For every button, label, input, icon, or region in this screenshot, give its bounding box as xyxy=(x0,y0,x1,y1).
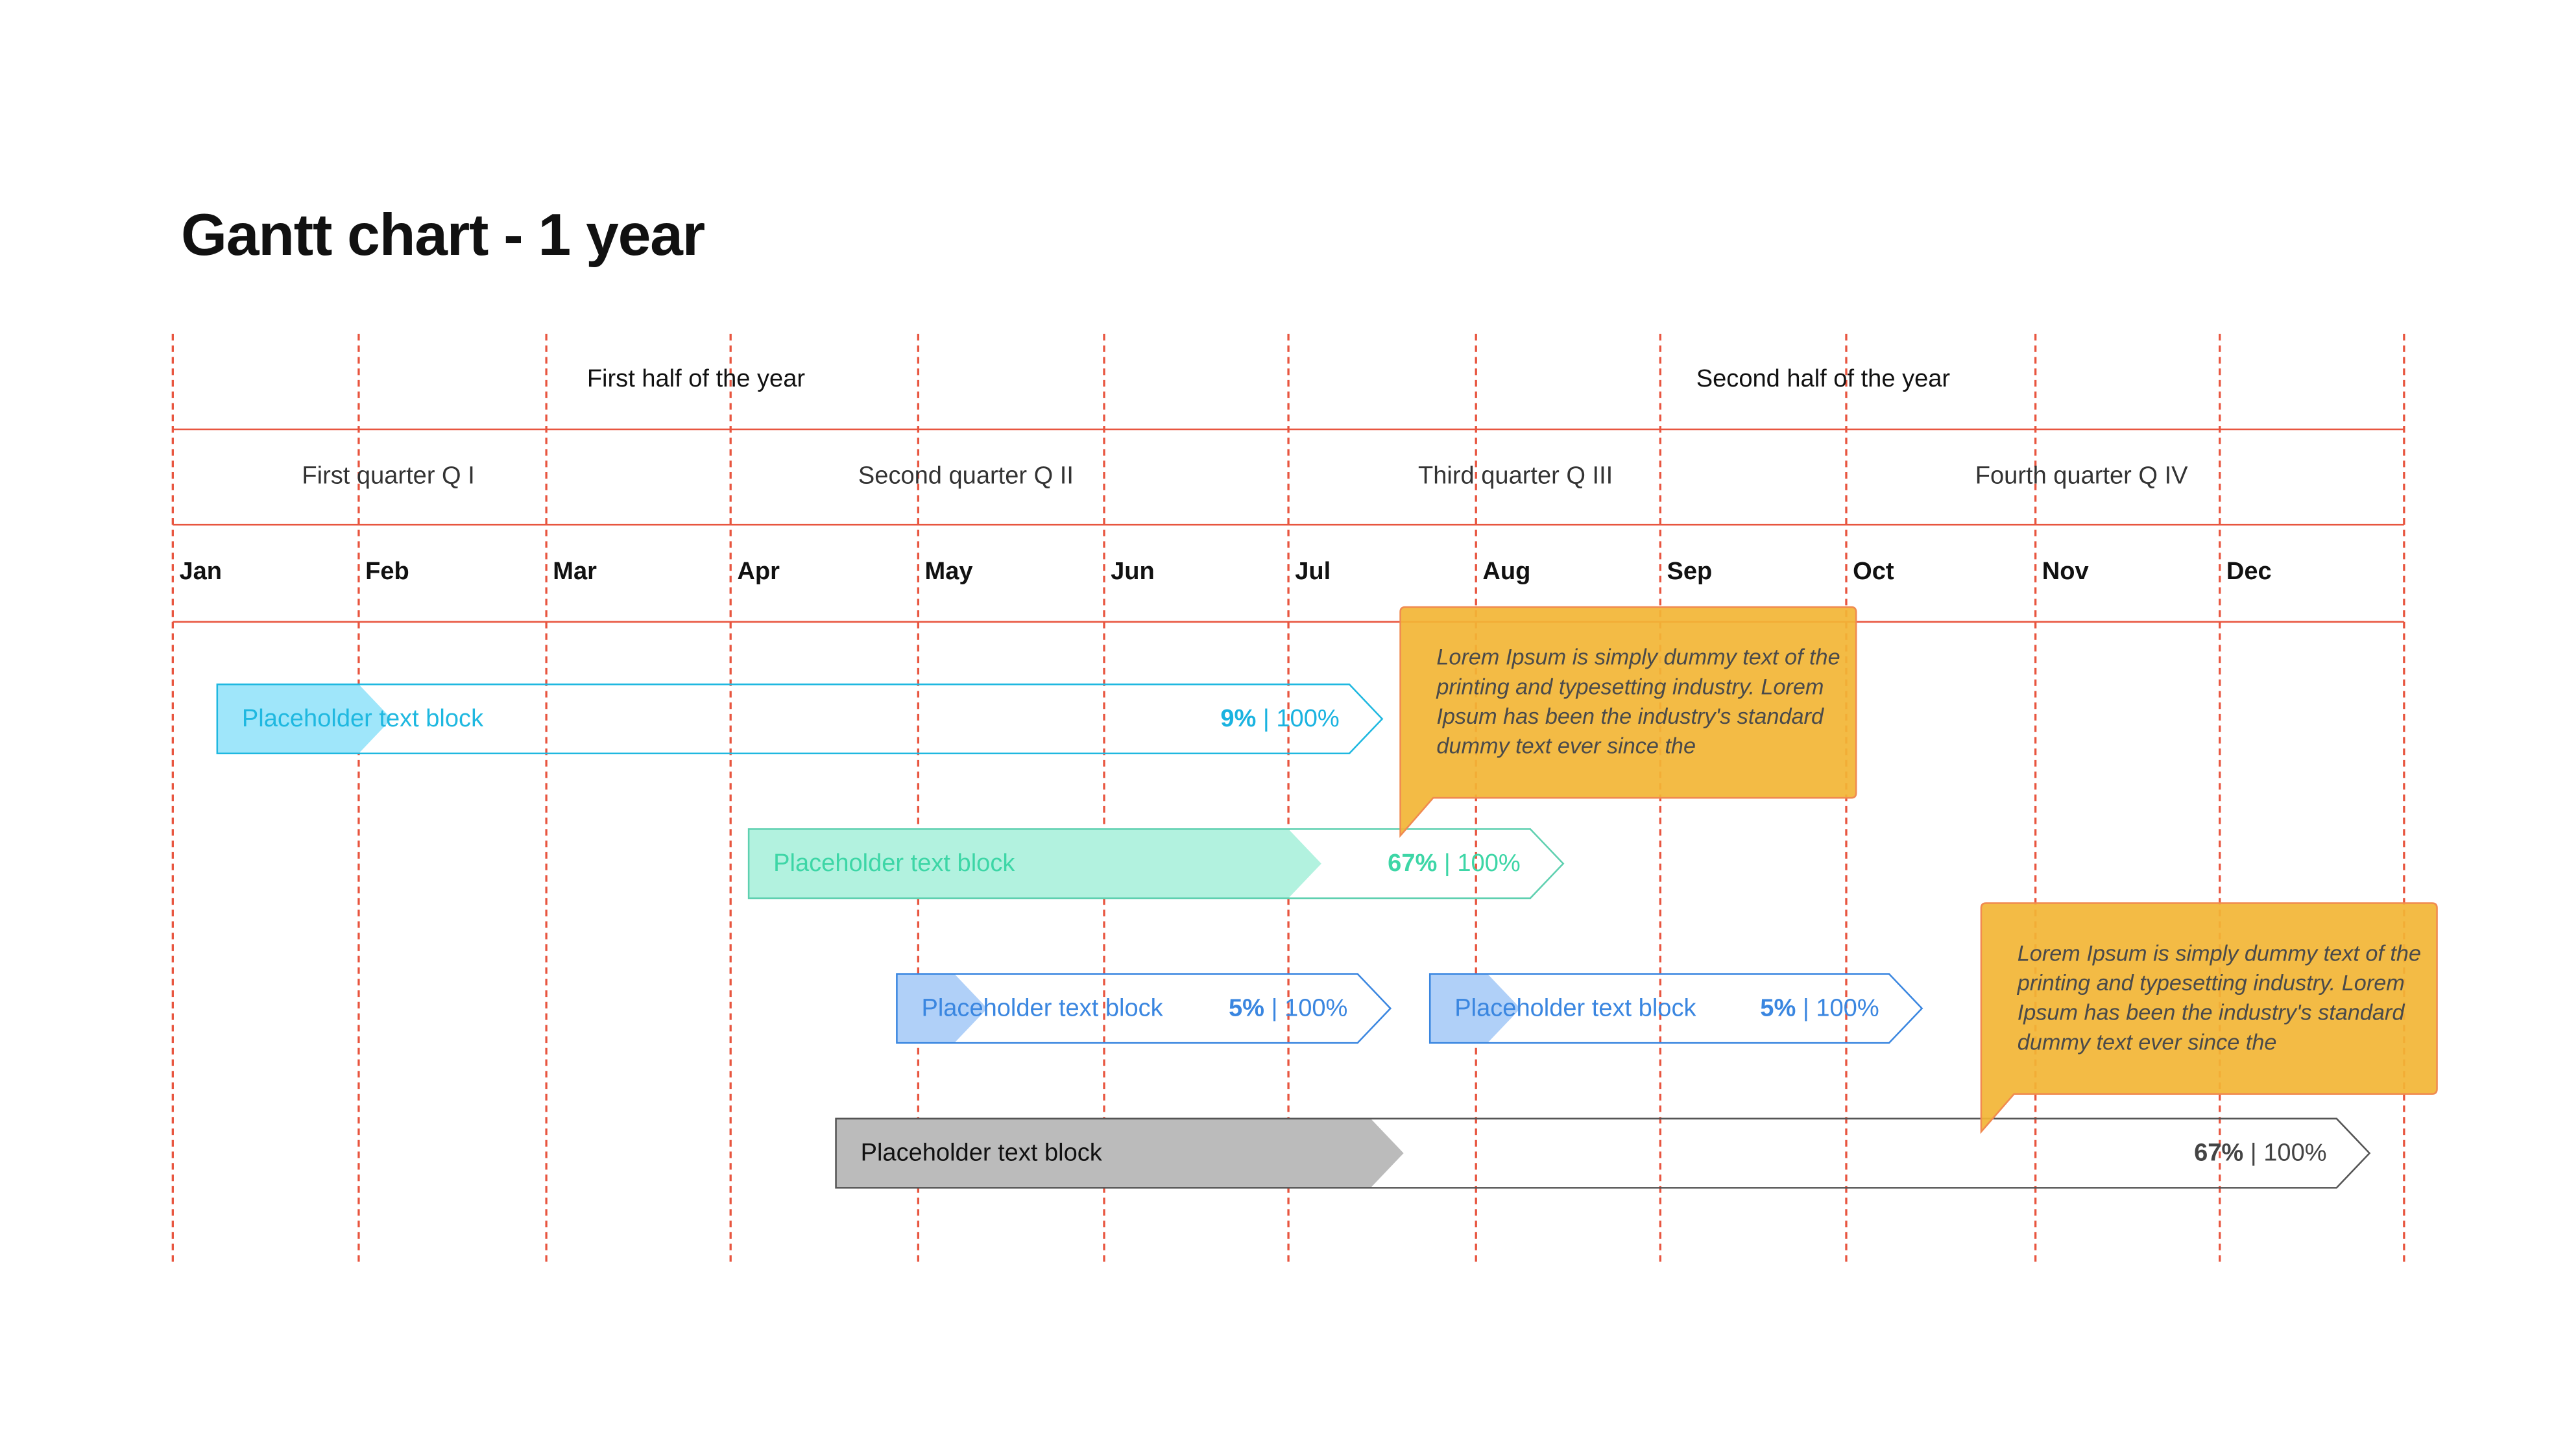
task-bar-outline xyxy=(835,1117,2371,1189)
separator: | xyxy=(2243,1139,2264,1167)
callout-text-2: Lorem Ipsum is simply dummy text of the … xyxy=(2017,940,2422,1055)
progress-total: 100% xyxy=(1284,994,1348,1023)
quarter-label-1: First quarter Q I xyxy=(302,462,475,490)
progress-total: 100% xyxy=(1816,994,1879,1023)
month-label-feb: Feb xyxy=(365,557,409,586)
half-label-1: First half of the year xyxy=(586,365,806,394)
task-progress: 67% | 100% xyxy=(1388,850,1521,877)
month-label-nov: Nov xyxy=(2042,557,2089,586)
month-label-may: May xyxy=(924,557,973,586)
progress-total: 100% xyxy=(1457,850,1521,878)
month-label-apr: Apr xyxy=(737,557,780,586)
month-label-sep: Sep xyxy=(1667,557,1713,586)
quarter-label-2: Second quarter Q II xyxy=(858,462,1074,490)
task-progress-fill xyxy=(749,829,1321,898)
task-progress-fill xyxy=(897,973,987,1044)
progress-value: 67% xyxy=(1388,850,1438,878)
task-progress: 9% | 100% xyxy=(1220,705,1339,733)
task-bar-outline xyxy=(896,973,1392,1044)
task-label: Placeholder text block xyxy=(773,850,1015,878)
task-label: Placeholder text block xyxy=(1454,994,1696,1023)
month-label-aug: Aug xyxy=(1482,557,1531,586)
quarter-label-3: Third quarter Q III xyxy=(1417,462,1613,490)
month-label-dec: Dec xyxy=(2226,557,2272,586)
separator: | xyxy=(1256,704,1277,734)
progress-value: 5% xyxy=(1229,994,1265,1023)
quarter-label-4: Fourth quarter Q IV xyxy=(1975,462,2188,490)
speech-bubble xyxy=(1980,902,2438,1134)
separator: | xyxy=(1264,994,1285,1023)
task-progress: 5% | 100% xyxy=(1760,994,1879,1022)
task-label: Placeholder text block xyxy=(860,1139,1102,1167)
month-label-mar: Mar xyxy=(553,557,597,586)
task-label: Placeholder text block xyxy=(921,994,1163,1023)
progress-total: 100% xyxy=(1276,704,1340,734)
month-label-jan: Jan xyxy=(179,557,223,586)
task-progress: 5% | 100% xyxy=(1229,994,1347,1022)
month-label-jul: Jul xyxy=(1295,557,1331,586)
month-label-oct: Oct xyxy=(1853,557,1894,586)
task-progress-fill xyxy=(217,684,392,754)
separator: | xyxy=(1437,850,1458,878)
progress-total: 100% xyxy=(2263,1139,2327,1167)
callout-text-1: Lorem Ipsum is simply dummy text of the … xyxy=(1436,645,1840,759)
task-progress-fill xyxy=(1430,973,1521,1044)
progress-value: 5% xyxy=(1760,994,1796,1023)
speech-bubble xyxy=(1399,606,1857,838)
month-label-jun: Jun xyxy=(1111,557,1155,586)
progress-value: 67% xyxy=(2194,1139,2244,1167)
progress-value: 9% xyxy=(1220,704,1257,734)
separator: | xyxy=(1796,994,1816,1023)
task-bar-outline xyxy=(1428,973,1923,1044)
half-label-2: Second half of the year xyxy=(1696,365,1951,394)
page-title: Gantt chart - 1 year xyxy=(181,200,705,269)
task-progress: 67% | 100% xyxy=(2194,1140,2327,1167)
task-bar-outline xyxy=(216,683,1384,754)
task-progress-fill xyxy=(836,1118,1404,1188)
task-label: Placeholder text block xyxy=(241,704,484,734)
